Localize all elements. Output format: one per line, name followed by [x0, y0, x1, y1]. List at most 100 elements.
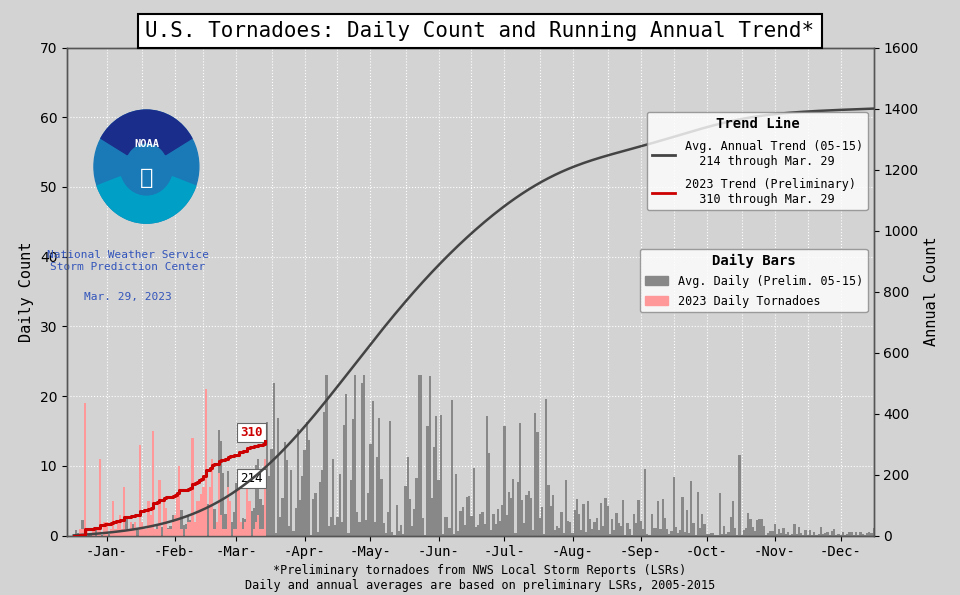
Bar: [367, 493, 370, 536]
Bar: [578, 515, 580, 536]
Bar: [457, 531, 460, 536]
Bar: [453, 534, 455, 536]
Bar: [512, 479, 515, 536]
Bar: [528, 491, 530, 536]
Bar: [167, 528, 169, 536]
Bar: [620, 526, 622, 536]
Bar: [716, 535, 719, 536]
Bar: [624, 534, 627, 536]
Bar: [668, 534, 670, 536]
Bar: [800, 533, 803, 536]
Bar: [435, 415, 438, 536]
Bar: [424, 535, 426, 536]
Bar: [642, 529, 644, 536]
Bar: [756, 520, 758, 536]
Bar: [271, 449, 273, 536]
Bar: [420, 375, 422, 536]
Bar: [184, 528, 187, 536]
Bar: [661, 499, 663, 536]
Bar: [80, 528, 82, 536]
Bar: [200, 517, 203, 536]
Bar: [466, 497, 468, 536]
Bar: [334, 525, 336, 536]
Bar: [561, 512, 563, 536]
Bar: [479, 514, 481, 536]
Bar: [416, 478, 418, 536]
Bar: [508, 491, 510, 536]
Bar: [534, 412, 537, 536]
Bar: [385, 533, 387, 536]
Bar: [211, 525, 213, 536]
Bar: [143, 531, 145, 536]
Bar: [174, 527, 176, 536]
Bar: [442, 534, 444, 536]
Bar: [431, 498, 433, 536]
Bar: [846, 534, 849, 536]
Bar: [516, 482, 518, 536]
Bar: [174, 515, 176, 536]
Bar: [228, 500, 231, 536]
Bar: [484, 524, 486, 536]
Bar: [119, 515, 121, 536]
Bar: [240, 522, 242, 536]
Bar: [104, 534, 106, 536]
Bar: [376, 458, 378, 536]
Bar: [312, 499, 314, 536]
Bar: [567, 521, 569, 536]
Bar: [99, 533, 101, 536]
Bar: [123, 487, 126, 536]
Bar: [460, 511, 462, 536]
Bar: [765, 535, 767, 536]
Text: *Preliminary tornadoes from NWS Local Storm Reports (LSRs)
Daily and annual aver: *Preliminary tornadoes from NWS Local St…: [245, 564, 715, 592]
Bar: [308, 440, 310, 536]
Text: 214: 214: [241, 472, 263, 486]
Text: U.S. Tornadoes: Daily Count and Running Annual Trend*: U.S. Tornadoes: Daily Count and Running …: [145, 21, 815, 41]
Bar: [75, 530, 77, 536]
Bar: [196, 533, 198, 536]
Text: 〜: 〜: [140, 168, 153, 189]
Bar: [709, 533, 712, 536]
Bar: [857, 535, 859, 536]
Bar: [92, 533, 95, 536]
Bar: [637, 500, 639, 536]
Bar: [249, 500, 251, 536]
Bar: [191, 524, 194, 536]
Bar: [130, 522, 132, 536]
Bar: [396, 505, 397, 536]
Bar: [163, 500, 165, 536]
Text: National Weather Service
Storm Prediction Center: National Weather Service Storm Predictio…: [47, 250, 208, 272]
Bar: [198, 505, 200, 536]
Bar: [273, 383, 275, 536]
Bar: [413, 509, 416, 536]
Bar: [407, 456, 409, 536]
Bar: [85, 528, 88, 536]
Bar: [330, 517, 332, 536]
Bar: [126, 517, 128, 536]
Bar: [813, 532, 815, 536]
Bar: [670, 531, 673, 536]
Bar: [363, 375, 365, 536]
Bar: [747, 513, 750, 536]
Bar: [830, 531, 833, 536]
Bar: [808, 530, 811, 536]
Bar: [77, 533, 80, 536]
Bar: [145, 528, 148, 536]
Bar: [780, 533, 782, 536]
Bar: [660, 529, 661, 536]
Bar: [163, 530, 165, 536]
Bar: [530, 498, 532, 536]
Bar: [372, 401, 373, 536]
Bar: [169, 526, 172, 536]
Bar: [361, 383, 363, 536]
Bar: [754, 531, 756, 536]
Bar: [563, 533, 564, 536]
Bar: [734, 528, 736, 536]
Bar: [262, 528, 264, 536]
Bar: [682, 497, 684, 536]
Bar: [136, 530, 138, 536]
Bar: [99, 459, 101, 536]
Bar: [404, 486, 407, 536]
Bar: [387, 512, 389, 536]
Bar: [840, 535, 842, 536]
Bar: [240, 530, 242, 536]
